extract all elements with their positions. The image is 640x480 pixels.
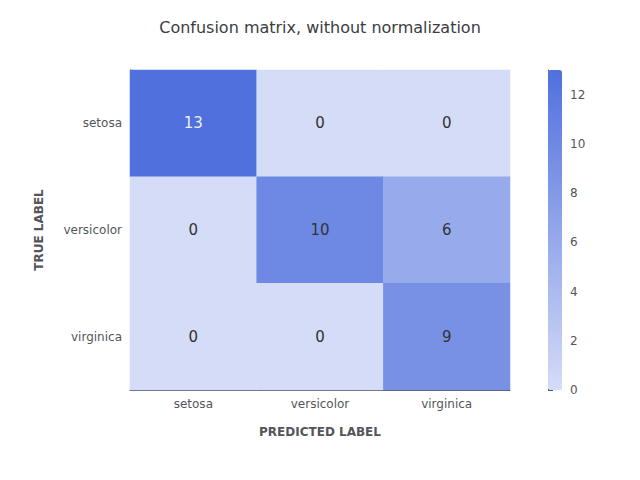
- svg-text:versicolor: versicolor: [63, 223, 122, 237]
- svg-text:0: 0: [189, 328, 199, 346]
- svg-text:9: 9: [442, 328, 452, 346]
- svg-text:10: 10: [570, 137, 585, 151]
- svg-text:TRUE LABEL: TRUE LABEL: [32, 189, 46, 271]
- svg-text:0: 0: [189, 221, 199, 239]
- svg-text:8: 8: [570, 186, 578, 200]
- svg-text:6: 6: [442, 221, 452, 239]
- svg-text:6: 6: [570, 235, 578, 249]
- svg-text:virginica: virginica: [71, 330, 122, 344]
- svg-text:4: 4: [570, 285, 578, 299]
- svg-text:setosa: setosa: [83, 116, 122, 130]
- svg-text:13: 13: [184, 114, 203, 132]
- svg-text:PREDICTED LABEL: PREDICTED LABEL: [259, 425, 381, 439]
- svg-text:10: 10: [310, 221, 329, 239]
- svg-text:12: 12: [570, 88, 585, 102]
- svg-text:virginica: virginica: [421, 397, 472, 411]
- svg-text:0: 0: [442, 114, 452, 132]
- svg-text:0: 0: [315, 114, 325, 132]
- svg-text:setosa: setosa: [174, 397, 213, 411]
- svg-text:Confusion matrix, without norm: Confusion matrix, without normalization: [159, 18, 481, 37]
- svg-text:0: 0: [570, 383, 578, 397]
- svg-text:versicolor: versicolor: [291, 397, 350, 411]
- svg-text:0: 0: [315, 328, 325, 346]
- svg-text:2: 2: [570, 334, 578, 348]
